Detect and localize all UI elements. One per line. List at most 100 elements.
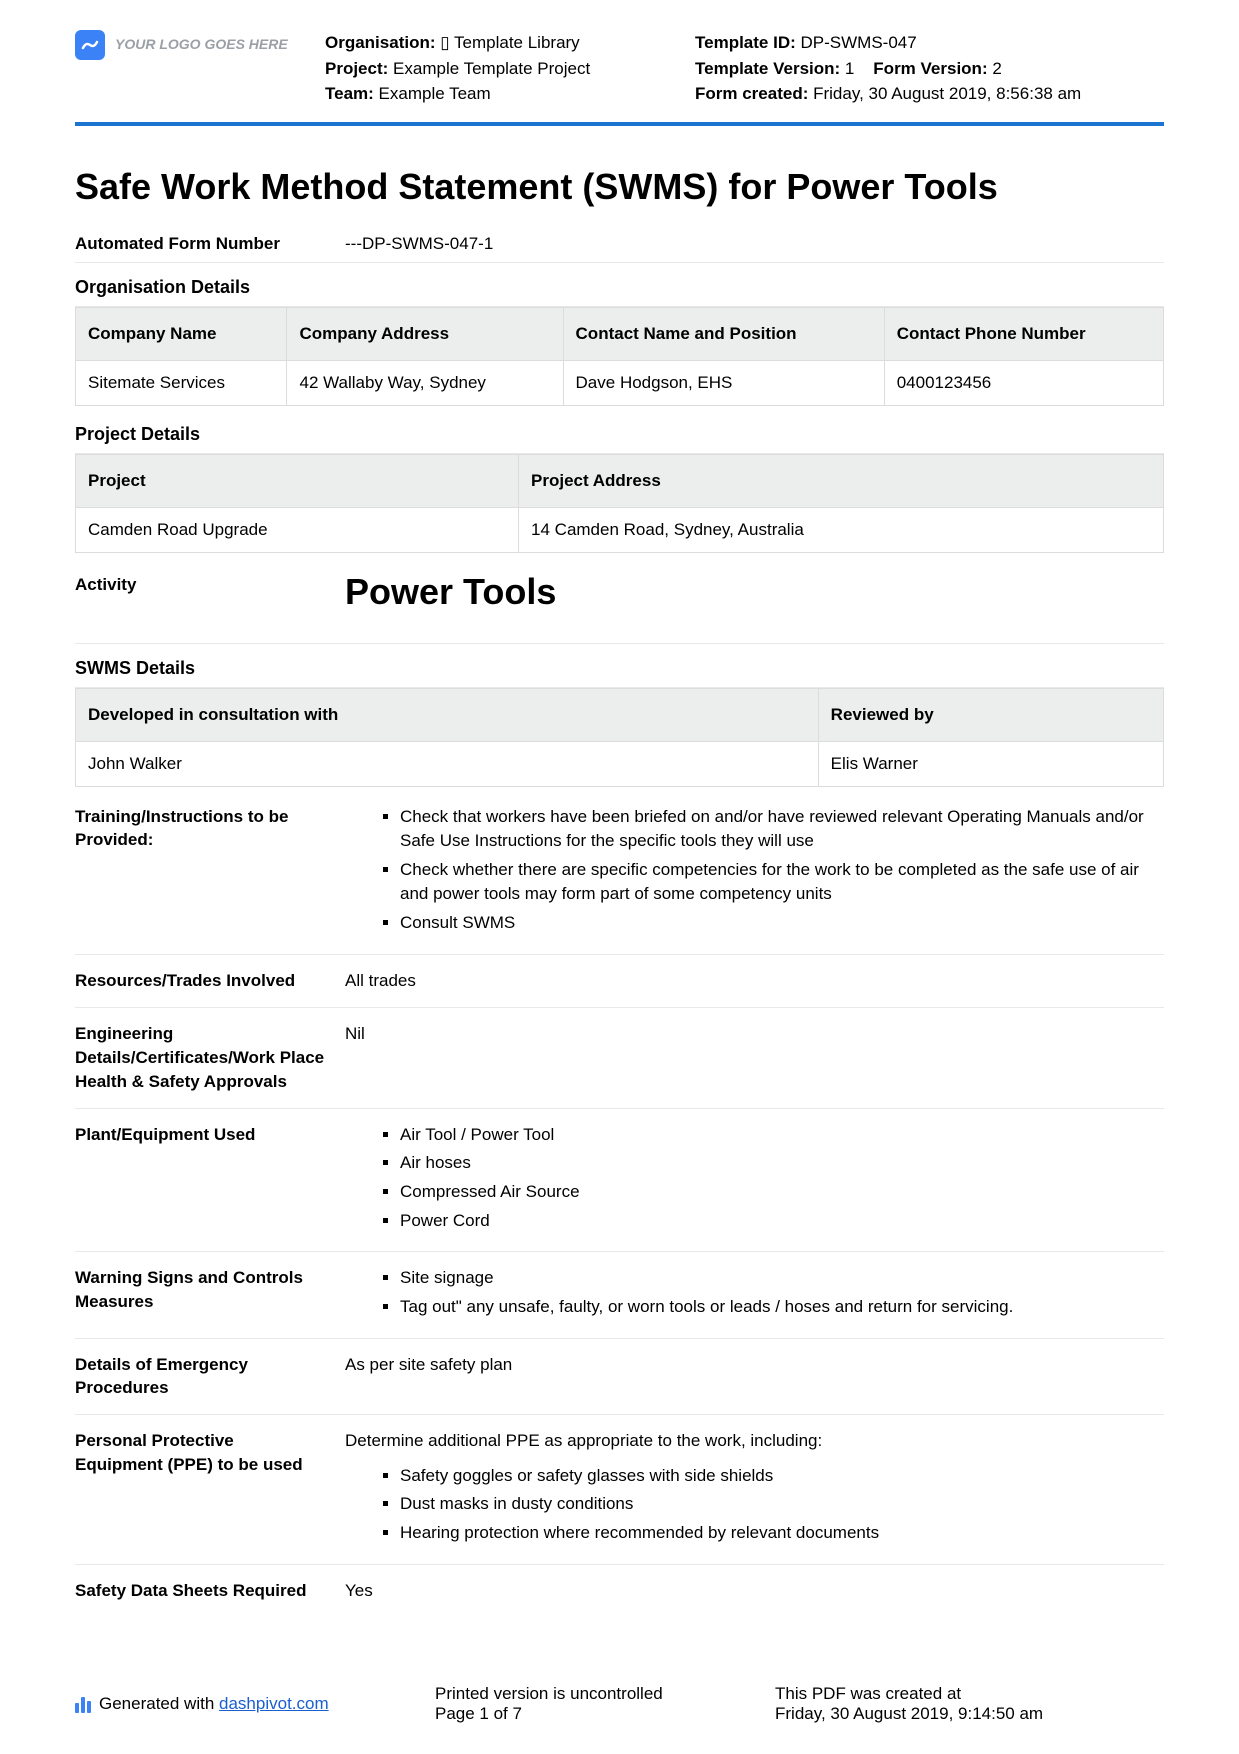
resources-label: Resources/Trades Involved: [75, 969, 345, 994]
table-cell: Sitemate Services: [76, 360, 287, 405]
team-value: Example Team: [379, 84, 491, 103]
table-header: Company Name: [76, 307, 287, 360]
table-header: Developed in consultation with: [76, 688, 819, 741]
ppe-intro: Determine additional PPE as appropriate …: [345, 1429, 1164, 1454]
project-details-table: Project Project Address Camden Road Upgr…: [75, 454, 1164, 553]
form-number-label: Automated Form Number: [75, 234, 345, 254]
ppe-value: Determine additional PPE as appropriate …: [345, 1429, 1164, 1550]
form-created-label: Form created:: [695, 84, 808, 103]
resources-value: All trades: [345, 969, 1164, 994]
list-item: Dust masks in dusty conditions: [400, 1492, 1164, 1517]
resources-row: Resources/Trades Involved All trades: [75, 955, 1164, 1009]
engineering-row: Engineering Details/Certificates/Work Pl…: [75, 1008, 1164, 1108]
activity-label: Activity: [75, 575, 345, 595]
table-cell: 42 Wallaby Way, Sydney: [287, 360, 563, 405]
training-value: Check that workers have been briefed on …: [345, 805, 1164, 940]
table-row: Camden Road Upgrade 14 Camden Road, Sydn…: [76, 507, 1164, 552]
table-header: Company Address: [287, 307, 563, 360]
org-value: ▯ Template Library: [440, 33, 579, 52]
table-cell: Dave Hodgson, EHS: [563, 360, 884, 405]
dashpivot-icon: [75, 1695, 91, 1713]
template-version-label: Template Version:: [695, 59, 840, 78]
emergency-value: As per site safety plan: [345, 1353, 1164, 1401]
project-value: Example Template Project: [393, 59, 590, 78]
warning-value: Site signage Tag out" any unsafe, faulty…: [345, 1266, 1164, 1323]
list-item: Site signage: [400, 1266, 1164, 1291]
uncontrolled-text: Printed version is uncontrolled: [435, 1684, 775, 1704]
org-details-label: Organisation Details: [75, 263, 1164, 307]
table-row: John Walker Elis Warner: [76, 741, 1164, 786]
created-at-value: Friday, 30 August 2019, 9:14:50 am: [775, 1704, 1164, 1724]
swms-details-label: SWMS Details: [75, 644, 1164, 688]
table-row: Sitemate Services 42 Wallaby Way, Sydney…: [76, 360, 1164, 405]
page-header: YOUR LOGO GOES HERE Organisation: ▯ Temp…: [75, 30, 1164, 126]
table-cell: 14 Camden Road, Sydney, Australia: [519, 507, 1164, 552]
generated-prefix: Generated with: [99, 1694, 219, 1713]
warning-row: Warning Signs and Controls Measures Site…: [75, 1252, 1164, 1338]
plant-label: Plant/Equipment Used: [75, 1123, 345, 1238]
plant-row: Plant/Equipment Used Air Tool / Power To…: [75, 1109, 1164, 1253]
ppe-row: Personal Protective Equipment (PPE) to b…: [75, 1415, 1164, 1565]
project-label: Project:: [325, 59, 388, 78]
list-item: Tag out" any unsafe, faulty, or worn too…: [400, 1295, 1164, 1320]
form-number-value: ---DP-SWMS-047-1: [345, 234, 1164, 254]
page-number: Page 1 of 7: [435, 1704, 775, 1724]
table-header: Reviewed by: [818, 688, 1163, 741]
sds-label: Safety Data Sheets Required: [75, 1579, 345, 1604]
list-item: Hearing protection where recommended by …: [400, 1521, 1164, 1546]
template-version-value: 1: [845, 59, 854, 78]
warning-label: Warning Signs and Controls Measures: [75, 1266, 345, 1323]
page-footer: Generated with dashpivot.com Printed ver…: [75, 1684, 1164, 1724]
swms-details-table: Developed in consultation with Reviewed …: [75, 688, 1164, 787]
footer-generated: Generated with dashpivot.com: [75, 1684, 435, 1724]
list-item: Check whether there are specific compete…: [400, 858, 1164, 907]
table-header: Contact Name and Position: [563, 307, 884, 360]
sds-value: Yes: [345, 1579, 1164, 1604]
table-header: Contact Phone Number: [884, 307, 1163, 360]
activity-row: Activity Power Tools: [75, 557, 1164, 644]
list-item: Consult SWMS: [400, 911, 1164, 936]
table-cell: John Walker: [76, 741, 819, 786]
form-created-value: Friday, 30 August 2019, 8:56:38 am: [813, 84, 1081, 103]
activity-value: Power Tools: [345, 571, 1164, 613]
project-details-label: Project Details: [75, 410, 1164, 454]
table-header: Project: [76, 454, 519, 507]
team-label: Team:: [325, 84, 374, 103]
list-item: Safety goggles or safety glasses with si…: [400, 1464, 1164, 1489]
plant-value: Air Tool / Power Tool Air hoses Compress…: [345, 1123, 1164, 1238]
footer-right: This PDF was created at Friday, 30 Augus…: [775, 1684, 1164, 1724]
training-row: Training/Instructions to be Provided: Ch…: [75, 791, 1164, 955]
emergency-row: Details of Emergency Procedures As per s…: [75, 1339, 1164, 1416]
emergency-label: Details of Emergency Procedures: [75, 1353, 345, 1401]
sds-row: Safety Data Sheets Required Yes: [75, 1565, 1164, 1618]
list-item: Compressed Air Source: [400, 1180, 1164, 1205]
form-number-row: Automated Form Number ---DP-SWMS-047-1: [75, 226, 1164, 263]
list-item: Check that workers have been briefed on …: [400, 805, 1164, 854]
org-details-table: Company Name Company Address Contact Nam…: [75, 307, 1164, 406]
page-title: Safe Work Method Statement (SWMS) for Po…: [75, 166, 1164, 208]
table-cell: 0400123456: [884, 360, 1163, 405]
table-cell: Camden Road Upgrade: [76, 507, 519, 552]
list-item: Air hoses: [400, 1151, 1164, 1176]
list-item: Air Tool / Power Tool: [400, 1123, 1164, 1148]
org-label: Organisation:: [325, 33, 436, 52]
table-header: Project Address: [519, 454, 1164, 507]
header-meta-left: Organisation: ▯ Template Library Project…: [325, 30, 675, 107]
ppe-label: Personal Protective Equipment (PPE) to b…: [75, 1429, 345, 1550]
form-version-value: 2: [992, 59, 1001, 78]
list-item: Power Cord: [400, 1209, 1164, 1234]
engineering-label: Engineering Details/Certificates/Work Pl…: [75, 1022, 345, 1093]
template-id-value: DP-SWMS-047: [801, 33, 917, 52]
form-version-label: Form Version:: [873, 59, 987, 78]
table-cell: Elis Warner: [818, 741, 1163, 786]
document-page: YOUR LOGO GOES HERE Organisation: ▯ Temp…: [0, 0, 1239, 1754]
dashpivot-link[interactable]: dashpivot.com: [219, 1694, 329, 1713]
logo-placeholder-text: YOUR LOGO GOES HERE: [115, 30, 288, 52]
engineering-value: Nil: [345, 1022, 1164, 1093]
header-meta-right: Template ID: DP-SWMS-047 Template Versio…: [695, 30, 1164, 107]
template-id-label: Template ID:: [695, 33, 796, 52]
training-label: Training/Instructions to be Provided:: [75, 805, 345, 940]
created-at-label: This PDF was created at: [775, 1684, 1164, 1704]
logo-icon: [75, 30, 105, 60]
logo-block: YOUR LOGO GOES HERE: [75, 30, 305, 107]
